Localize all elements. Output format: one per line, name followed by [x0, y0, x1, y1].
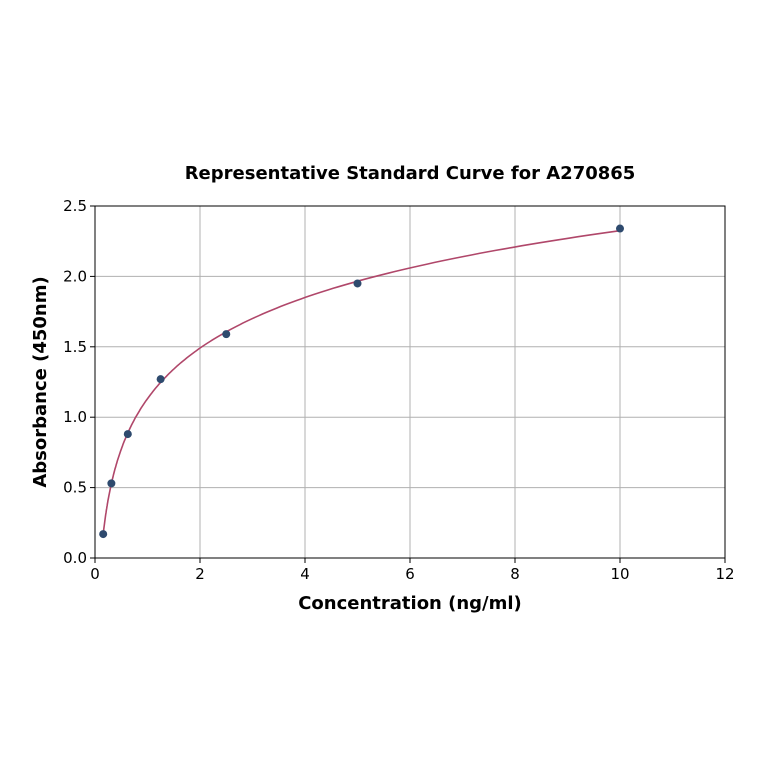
x-tick-label: 0 [90, 565, 100, 583]
y-tick-label: 0.5 [63, 479, 87, 497]
chart-title: Representative Standard Curve for A27086… [185, 163, 636, 184]
data-point [99, 530, 108, 539]
y-tick-label: 2.0 [63, 267, 87, 285]
data-point [156, 375, 165, 384]
data-point [222, 330, 231, 339]
x-tick-label: 8 [510, 565, 520, 583]
y-axis-label: Absorbance (450nm) [30, 276, 51, 487]
x-axis-label: Concentration (ng/ml) [298, 593, 522, 614]
y-tick-label: 1.5 [63, 338, 87, 356]
x-tick-label: 2 [195, 565, 205, 583]
y-tick-label: 1.0 [63, 408, 87, 426]
x-tick-label: 12 [715, 565, 734, 583]
data-point [353, 279, 362, 288]
data-point [616, 224, 624, 233]
x-tick-label: 10 [610, 565, 629, 583]
data-point [123, 430, 132, 439]
plot-frame [94, 205, 726, 559]
x-tick-label: 6 [405, 565, 415, 583]
data-point [107, 479, 116, 488]
y-tick-label: 0.0 [63, 549, 87, 567]
x-tick-label: 4 [300, 565, 310, 583]
y-tick-label: 2.5 [63, 197, 87, 215]
